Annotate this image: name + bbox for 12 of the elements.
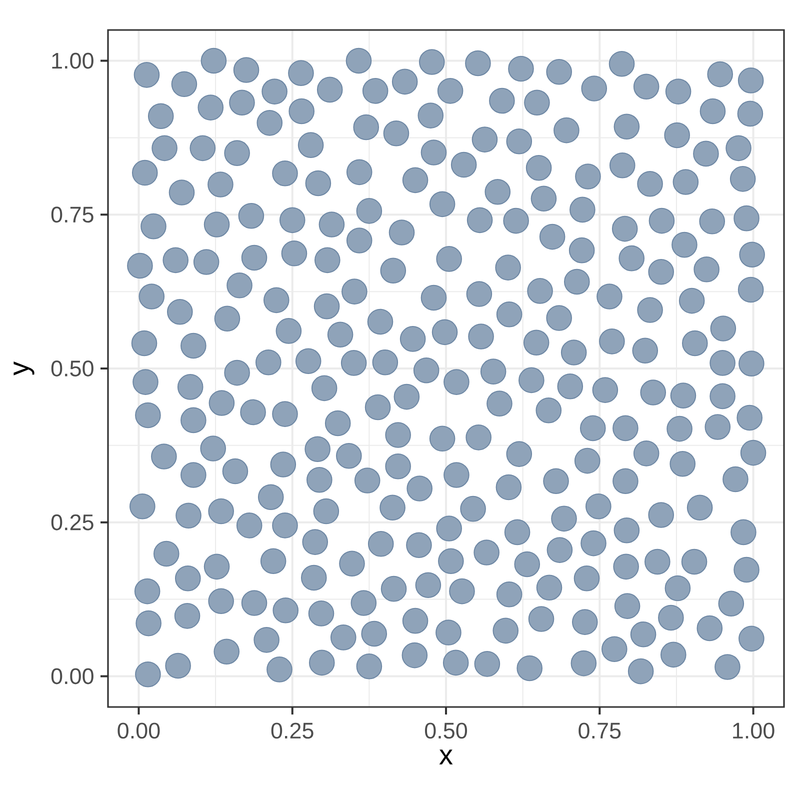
x-tick-label: 0.75 [578, 722, 621, 739]
y-tick-label: 0.75 [51, 206, 94, 223]
x-tick-label: 0.00 [118, 722, 160, 739]
y-tick-label: 0.50 [51, 360, 94, 376]
x-tick-label: 0.25 [271, 722, 314, 739]
x-axis-title: x [439, 750, 453, 764]
y-tick-label: 0.00 [51, 668, 94, 684]
y-tick-label: 1.00 [52, 52, 94, 69]
x-tick-label: 0.50 [424, 722, 468, 739]
y-axis-title: y [14, 362, 34, 376]
x-tick-label: 1.00 [733, 722, 774, 739]
y-tick-label: 0.25 [51, 514, 94, 530]
